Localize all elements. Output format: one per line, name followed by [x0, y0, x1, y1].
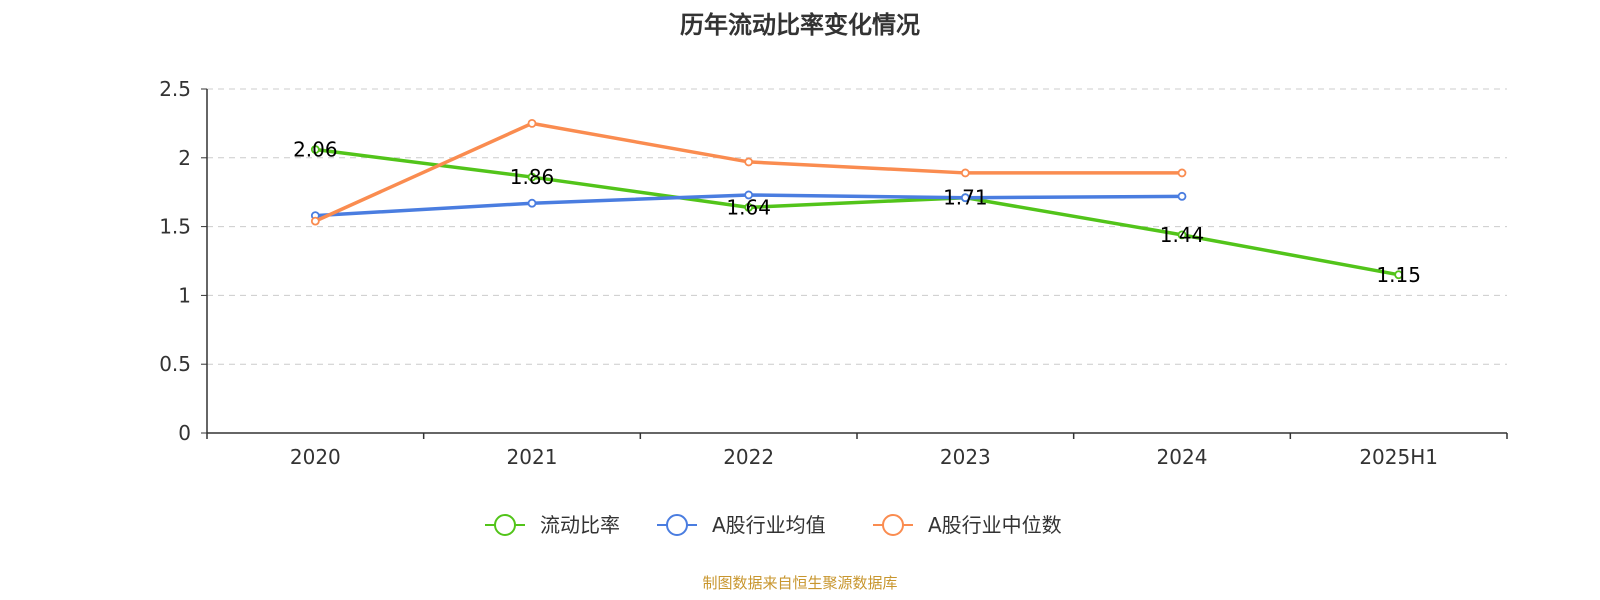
series-2: [310, 119, 1187, 226]
axes: 0 0.5 1 1.5 2 2.5 2020 2021 2022 2023 2024 2025H1: [159, 77, 1508, 469]
data-label: 1.15: [1376, 263, 1421, 287]
y-tick-label: 2: [178, 146, 191, 170]
legend: 流动比率 A股行业均值 A股行业中位数: [485, 513, 1062, 537]
data-label: 1.64: [726, 195, 771, 219]
data-point: [960, 168, 970, 178]
x-tick-label: 2022: [723, 445, 774, 469]
y-tick-label: 0.5: [159, 352, 191, 376]
y-tick-label: 2.5: [159, 77, 191, 101]
y-tick-label: 1.5: [159, 215, 191, 239]
data-point: [1177, 230, 1187, 240]
series-1: [310, 190, 1187, 220]
x-tick-label: 2021: [507, 445, 558, 469]
data-point: [744, 202, 754, 212]
data-point: [960, 193, 970, 203]
legend-item-0: 流动比率: [485, 513, 620, 537]
data-point: [310, 145, 320, 154]
data-point: [527, 172, 537, 182]
legend-marker: [666, 514, 688, 536]
legend-label: A股行业中位数: [928, 513, 1062, 537]
x-tick-label: 2023: [940, 445, 991, 469]
data-label: 1.86: [510, 165, 555, 189]
data-point: [744, 157, 754, 167]
source-note: 制图数据来自恒生聚源数据库: [702, 574, 897, 592]
data-point: [310, 216, 320, 226]
y-tick-label: 1: [178, 283, 191, 307]
data-labels: 2.06 1.86 1.64 1.71 1.44 1.15: [293, 138, 1421, 287]
x-tick-label: 2020: [290, 445, 341, 469]
legend-marker: [494, 514, 516, 536]
data-label: 2.06: [293, 138, 338, 162]
series-line: [313, 147, 1401, 277]
data-point: [744, 190, 754, 200]
data-point: [1394, 270, 1404, 280]
legend-label: 流动比率: [540, 513, 620, 537]
data-point: [1177, 191, 1187, 201]
data-point: [527, 119, 537, 128]
legend-item-1: A股行业均值: [657, 513, 826, 537]
grid-lines: [207, 88, 1507, 365]
x-tick-label: 2025H1: [1359, 445, 1438, 469]
chart-title: 历年流动比率变化情况: [680, 11, 920, 39]
legend-item-2: A股行业中位数: [873, 513, 1062, 537]
legend-marker: [882, 514, 904, 536]
legend-label: A股行业均值: [712, 513, 826, 537]
data-label: 1.71: [943, 186, 988, 210]
data-label: 1.44: [1160, 223, 1205, 247]
data-point: [1177, 168, 1187, 178]
series-group: [310, 119, 1404, 280]
y-tick-label: 0: [178, 421, 191, 445]
data-point: [527, 198, 537, 208]
x-tick-label: 2024: [1157, 445, 1208, 469]
